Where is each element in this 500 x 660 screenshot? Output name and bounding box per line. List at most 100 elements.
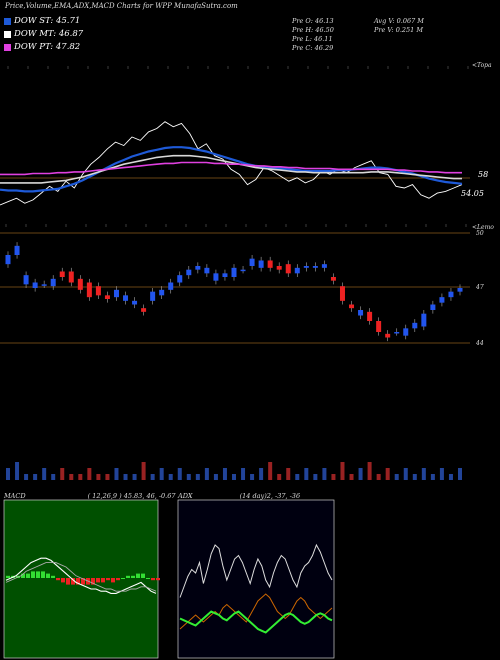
adx-header-name: ADX <box>178 492 193 500</box>
macd-header-name: MACD <box>4 492 26 500</box>
volume-bar <box>331 474 336 480</box>
candle-body <box>186 269 192 276</box>
macd-histogram-bar <box>126 575 130 578</box>
volume-bar <box>51 474 56 480</box>
macd-histogram-bar <box>56 578 60 581</box>
candle-axis-label-47: 47 <box>476 284 484 291</box>
volume-bar <box>340 462 345 480</box>
candle-body <box>68 271 74 283</box>
macd-histogram-bar <box>6 575 10 578</box>
macd-histogram-bar <box>81 578 85 585</box>
candle-body <box>358 310 364 316</box>
volume-bar <box>69 474 74 480</box>
candle-body <box>231 267 237 277</box>
legend-item-mt: DOW MT: 46.87 <box>4 28 83 40</box>
volume-bar <box>349 474 354 480</box>
volume-bar <box>259 468 264 480</box>
macd-histogram-bar <box>36 571 40 578</box>
macd-histogram-bar <box>121 578 125 579</box>
series-line-macd <box>5 557 157 594</box>
volume-bar <box>195 474 200 480</box>
volume-bar <box>15 462 20 480</box>
macd-histogram-bar <box>31 571 35 578</box>
volume-bar <box>313 474 318 480</box>
stat-avg-volume: Avg V: 0.067 M <box>374 17 424 25</box>
macd-header-params: ( 12,26,9 ) 45.83, 46, -0.67 <box>87 492 176 500</box>
candle-body <box>276 266 282 270</box>
candle-body <box>50 278 56 287</box>
volume-bar <box>430 474 435 480</box>
volume-bar <box>78 474 83 480</box>
candle-axis-label-44: 44 <box>476 340 484 347</box>
macd-histogram-bar <box>106 578 110 581</box>
candle-body <box>403 328 409 336</box>
volume-bar <box>412 474 417 480</box>
macd-histogram-bar <box>146 578 150 579</box>
candle-body <box>213 273 219 281</box>
volume-bar <box>123 474 128 480</box>
volume-bar <box>186 474 191 480</box>
stat-high: Pre H: 46.50 <box>292 26 334 34</box>
volume-bar <box>241 468 246 480</box>
candle-body <box>240 269 246 272</box>
volume-bar <box>268 462 273 480</box>
candle-body <box>150 291 156 301</box>
legend-label-pt: DOW PT: 47.82 <box>14 42 81 52</box>
volume-bar <box>394 474 399 480</box>
legend: DOW ST: 45.71 DOW MT: 46.87 DOW PT: 47.8… <box>4 15 83 54</box>
volume-bar <box>105 474 110 480</box>
volume-bar <box>150 474 155 480</box>
candle-body <box>421 313 427 327</box>
macd-histogram-bar <box>46 573 50 578</box>
candle-body <box>86 282 92 298</box>
candle-body <box>14 245 20 255</box>
volume-bar <box>448 474 453 480</box>
macd-histogram-bar <box>21 573 25 578</box>
candle-body <box>439 297 445 303</box>
stat-low: Pre L: 46.11 <box>292 35 333 43</box>
volume-bar <box>421 468 426 480</box>
stats-left: Pre O: 46.13 Pre H: 46.50 Pre L: 46.11 P… <box>292 17 334 53</box>
candle-body <box>294 267 300 274</box>
stat-prev-volume: Pre V: 0.251 M <box>374 26 424 34</box>
volume-bar <box>250 474 255 480</box>
series-line-plus-di <box>179 543 333 598</box>
volume-bar <box>87 468 92 480</box>
candle-body <box>222 273 228 277</box>
volume-bar <box>358 468 363 480</box>
legend-swatch-mt <box>4 30 11 38</box>
candle-panel <box>0 232 470 480</box>
macd-histogram-bar <box>156 578 160 581</box>
volume-bar <box>114 468 119 480</box>
macd-histogram-bar <box>91 578 95 585</box>
adx-header-params: (14 day)2, -37, -36 <box>239 492 301 500</box>
candle-body <box>23 275 29 285</box>
candle-body <box>330 277 336 281</box>
candle-body <box>123 295 129 301</box>
candle-body <box>303 266 309 268</box>
legend-swatch-st <box>4 17 11 25</box>
volume-bar <box>24 474 29 480</box>
candle-body <box>376 321 382 332</box>
date-ticks-top <box>7 66 469 69</box>
candle-body <box>249 258 255 266</box>
series-line-signal <box>5 562 157 592</box>
legend-label-st: DOW ST: 45.71 <box>14 16 81 26</box>
candle-body <box>168 282 174 290</box>
macd-histogram-bar <box>141 573 145 578</box>
volume-bar <box>286 468 291 480</box>
macd-histogram-bar <box>71 578 75 585</box>
candle-body <box>159 289 165 296</box>
volume-bar <box>33 474 38 480</box>
candle-body <box>95 286 101 296</box>
macd-histogram-bar <box>101 578 105 583</box>
candle-body <box>430 304 436 310</box>
macd-histogram-bar <box>76 578 80 585</box>
macd-histogram-bar <box>136 573 140 578</box>
stat-open: Pre O: 46.13 <box>292 17 334 25</box>
volume-bar <box>168 474 173 480</box>
volume-bar <box>141 462 146 480</box>
volume-bar <box>304 468 309 480</box>
axis-tag-top: <Topa <box>472 62 492 69</box>
macd-histogram-bar <box>151 578 155 581</box>
